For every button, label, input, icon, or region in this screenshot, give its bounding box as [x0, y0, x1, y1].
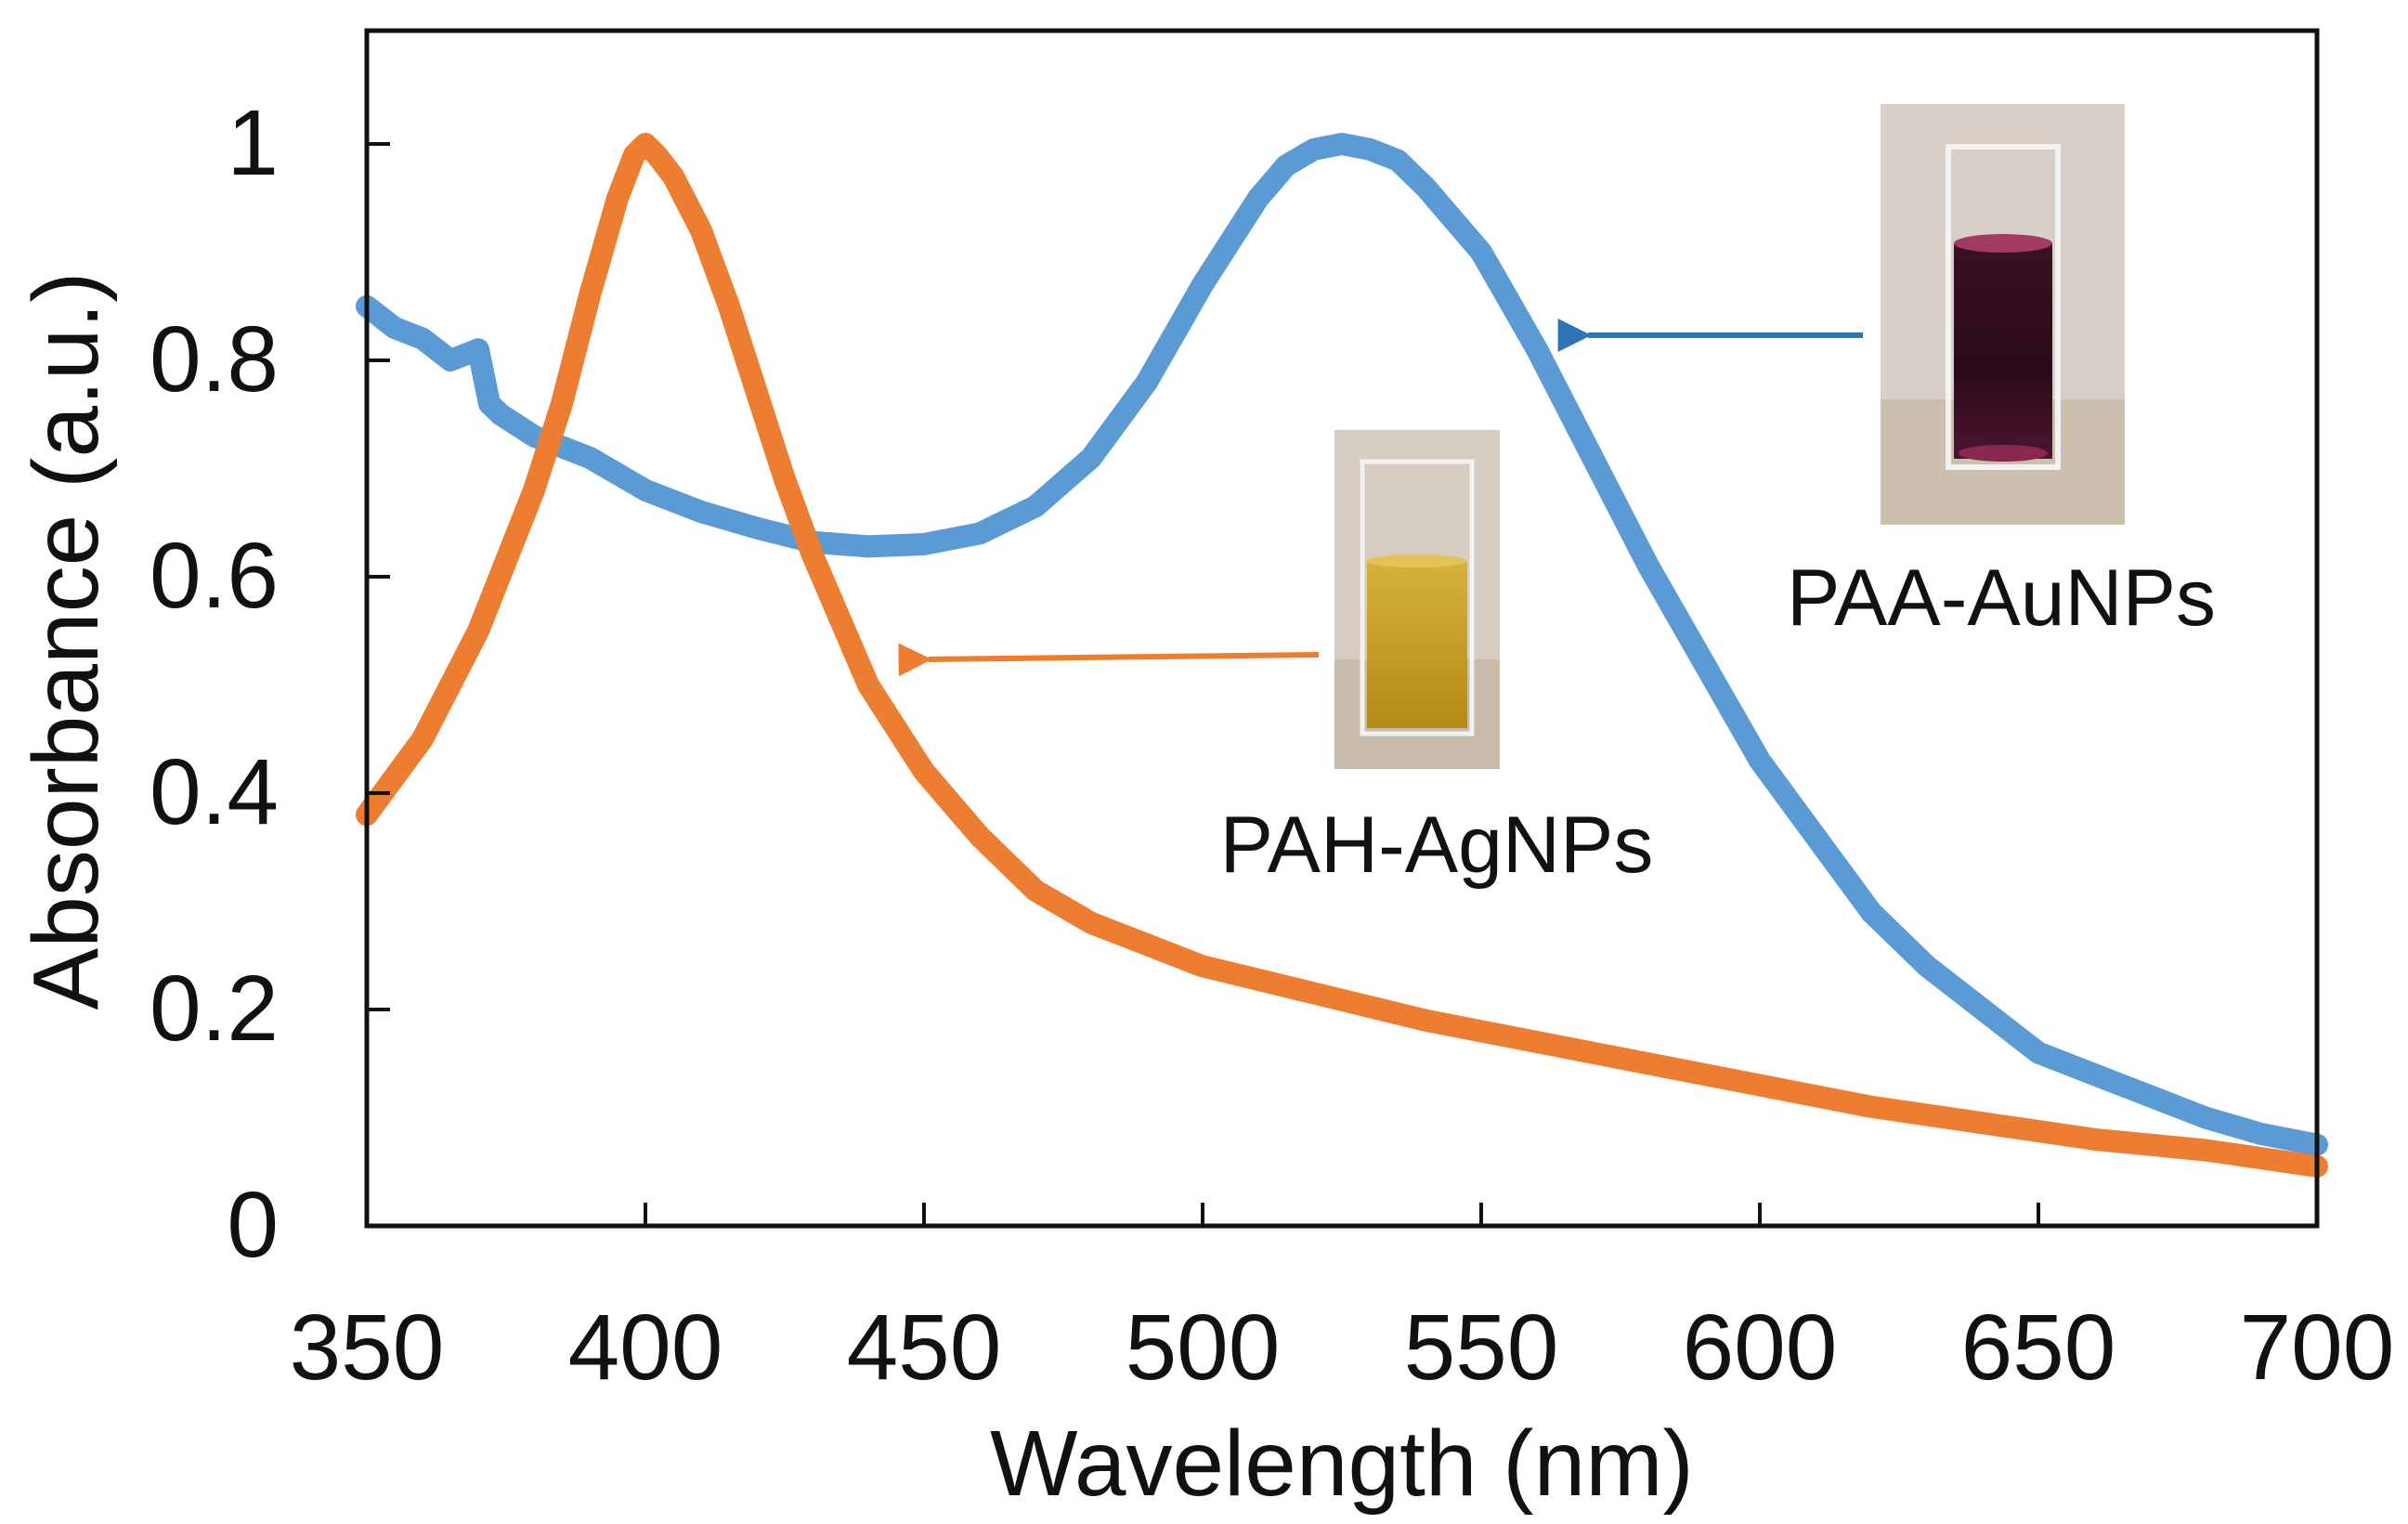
series-line-pah-agnps [356, 133, 2328, 1178]
x-tick-label: 450 [847, 1296, 1002, 1400]
x-tick-label: 550 [1404, 1296, 1559, 1400]
y-tick-label: 0.6 [150, 524, 279, 628]
arrow-pah-agnps [898, 643, 1320, 677]
y-tick-label: 1 [227, 91, 279, 195]
x-tick-labels: 350 400 450 500 550 600 650 700 [290, 1296, 2395, 1400]
x-ticks [644, 1203, 2040, 1226]
purple-cuvette-photo [1881, 104, 2125, 525]
annotation-label-pah-agnps: PAH-AgNPs [1220, 801, 1654, 890]
x-axis-title: Wavelength (nm) [990, 1412, 1694, 1516]
plot-frame [364, 28, 2320, 1229]
x-tick-label: 600 [1683, 1296, 1838, 1400]
y-tick-label: 0.8 [150, 307, 279, 411]
x-tick-label: 400 [568, 1296, 723, 1400]
y-tick-label: 0 [227, 1173, 279, 1277]
y-axis-title: Absorbance (a.u.) [14, 272, 118, 1010]
y-tick-label: 0.2 [150, 957, 279, 1061]
y-tick-labels: 0 0.2 0.4 0.6 0.8 1 [150, 91, 279, 1277]
y-ticks [367, 142, 390, 1011]
yellow-cuvette-photo [1334, 430, 1500, 769]
series-lines [356, 133, 2328, 1178]
x-tick-label: 500 [1126, 1296, 1281, 1400]
annotation-label-paa-aunps: PAA-AuNPs [1787, 554, 2216, 643]
y-tick-label: 0.4 [150, 740, 279, 844]
x-tick-label: 350 [290, 1296, 445, 1400]
x-tick-label: 700 [2240, 1296, 2395, 1400]
x-tick-label: 650 [1961, 1296, 2116, 1400]
